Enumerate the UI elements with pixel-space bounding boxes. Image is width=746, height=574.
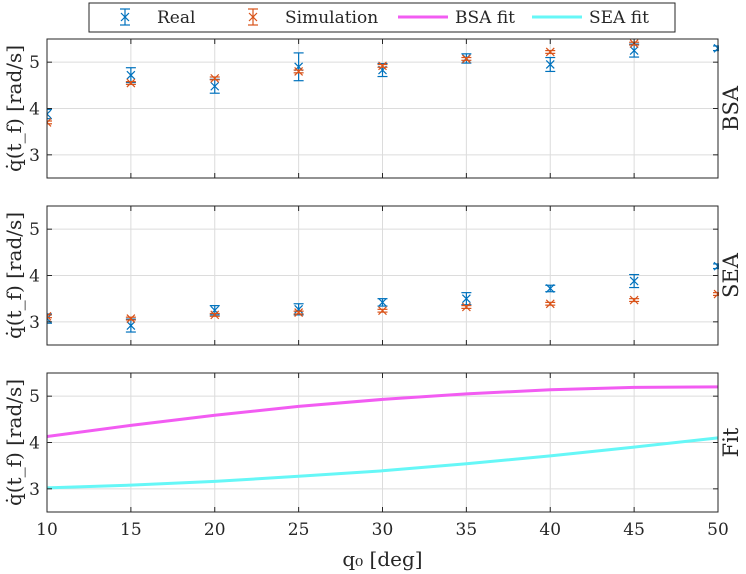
- simulation-point: [377, 61, 388, 71]
- data-layer: [47, 39, 719, 127]
- legend-entry-real: Real: [120, 8, 195, 28]
- simulation-point: [209, 73, 220, 83]
- marker-stroke: [126, 78, 136, 88]
- marker-stroke: [210, 73, 220, 83]
- simulation-point: [47, 117, 52, 127]
- x-tick-label: 35: [456, 520, 478, 540]
- data-layer: [47, 261, 719, 333]
- x-tick-label: 15: [120, 520, 142, 540]
- legend-label: BSA fit: [455, 8, 515, 28]
- panel-bsa: 3 4 5q̇(t_f) [rad/s] BSA: [2, 38, 743, 179]
- marker-stroke: [294, 67, 304, 76]
- series-line-sea-fit: [47, 436, 719, 490]
- real-point: [47, 313, 52, 324]
- marker-stroke: [629, 46, 639, 56]
- panel-fit: 3 4 5q̇(t_f) [rad/s] Fit: [2, 372, 743, 513]
- x-tick-label: 45: [623, 520, 645, 540]
- simulation-point: [377, 306, 388, 316]
- marker-stroke: [378, 61, 387, 71]
- y-tick-label: 5: [29, 220, 40, 240]
- marker-stroke: [47, 117, 52, 124]
- y-axis-label: q̇(t_f) [rad/s]: [2, 379, 26, 506]
- data-layer: [47, 385, 719, 490]
- simulation-point: [47, 311, 52, 321]
- real-point: [461, 292, 472, 306]
- legend-label: SEA fit: [589, 8, 649, 28]
- real-point: [545, 56, 556, 73]
- legend-entry-simulation: Simulation: [248, 8, 378, 28]
- x-tick-label: 30: [372, 520, 394, 540]
- panel-side-label: Fit: [719, 427, 743, 457]
- x-tick-label: 25: [288, 520, 310, 540]
- marker-stroke: [47, 311, 52, 318]
- legend-entry-bsa-fit: BSA fit: [398, 8, 515, 28]
- marker-stroke: [461, 302, 471, 312]
- marker-stroke: [120, 12, 130, 22]
- marker-stroke: [545, 299, 555, 309]
- simulation-point: [461, 302, 472, 312]
- y-tick-label: 5: [29, 387, 40, 407]
- legend-label: Real: [157, 8, 195, 28]
- panel-side-label: BSA: [719, 85, 743, 131]
- y-tick-label: 4: [29, 267, 40, 287]
- x-tick-label: 50: [707, 520, 729, 540]
- marker-stroke: [545, 284, 555, 293]
- marker-stroke: [629, 295, 639, 305]
- marker-stroke: [378, 297, 387, 307]
- marker-stroke: [47, 314, 52, 320]
- y-tick-label: 3: [29, 480, 40, 500]
- series-line-bsa-fit: [47, 385, 719, 438]
- simulation-point: [461, 54, 472, 64]
- legend-entry-sea-fit: SEA fit: [532, 8, 649, 28]
- simulation-point: [293, 308, 304, 317]
- simulation-point: [629, 295, 640, 305]
- simulation-point: [545, 47, 556, 57]
- marker-stroke: [126, 321, 136, 330]
- marker-stroke: [545, 47, 555, 57]
- marker-stroke: [47, 315, 52, 321]
- y-tick-label: 4: [29, 434, 40, 454]
- y-tick-label: 3: [29, 313, 40, 333]
- panel-sea: 3 4 5q̇(t_f) [rad/s] SEA: [2, 205, 743, 346]
- simulation-point: [545, 299, 556, 309]
- y-axis-label: q̇(t_f) [rad/s]: [2, 45, 26, 172]
- marker-stroke: [126, 70, 136, 80]
- real-point: [377, 297, 388, 307]
- legend-swatch: [248, 8, 258, 26]
- legend-swatch: [120, 8, 130, 26]
- marker-stroke: [126, 314, 136, 324]
- y-axis-label: q̇(t_f) [rad/s]: [2, 212, 26, 339]
- marker-stroke: [461, 54, 471, 64]
- marker-stroke: [378, 306, 387, 316]
- x-tick-label: 10: [36, 520, 58, 540]
- marker-stroke: [47, 113, 52, 119]
- x-tick-label: 40: [539, 520, 561, 540]
- legend: Real Simulation BSA fit SEA fit: [88, 2, 676, 33]
- y-tick-label: 3: [29, 146, 40, 166]
- marker-stroke: [210, 310, 220, 320]
- simulation-point: [125, 78, 136, 88]
- simulation-point: [293, 67, 304, 76]
- marker-stroke: [248, 12, 258, 22]
- x-axis-label: q₀ [deg]: [342, 547, 422, 571]
- marker-stroke: [47, 317, 52, 324]
- marker-stroke: [294, 304, 304, 314]
- real-point: [629, 273, 640, 289]
- marker-stroke: [545, 60, 555, 69]
- panel-side-label: SEA: [719, 252, 743, 298]
- simulation-point: [209, 310, 220, 320]
- legend-label: Simulation: [285, 8, 378, 28]
- real-point: [545, 284, 556, 293]
- marker-stroke: [47, 109, 52, 115]
- marker-stroke: [210, 81, 220, 91]
- marker-stroke: [294, 308, 304, 317]
- y-tick-label: 4: [29, 100, 40, 120]
- y-tick-label: 5: [29, 53, 40, 73]
- x-tick-label: 20: [204, 520, 226, 540]
- marker-stroke: [461, 294, 471, 304]
- marker-stroke: [629, 276, 639, 286]
- simulation-point: [125, 314, 136, 324]
- marker-stroke: [47, 121, 52, 127]
